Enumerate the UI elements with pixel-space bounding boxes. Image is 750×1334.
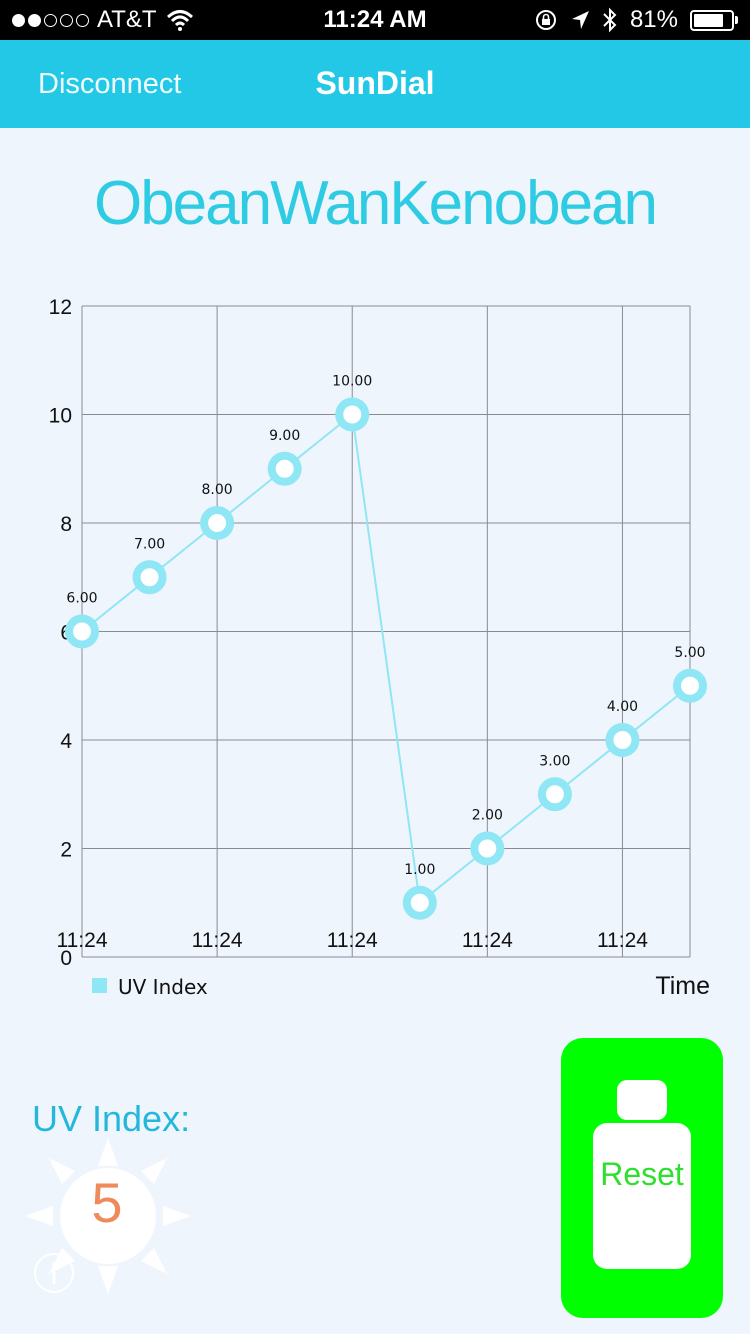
uv-index-label: UV Index:: [32, 1098, 191, 1139]
data-label: 7.00: [134, 536, 165, 552]
status-right: 81%: [534, 6, 738, 34]
data-point: [470, 831, 505, 866]
battery-icon: [690, 9, 738, 31]
location-arrow-icon: [571, 11, 589, 29]
data-label: 4.00: [607, 699, 638, 715]
data-label: 9.00: [269, 428, 300, 444]
bottle-cap: [617, 1080, 667, 1120]
status-left: AT&T: [12, 6, 193, 34]
y-tick-label: 8: [60, 513, 72, 536]
data-point: [537, 777, 572, 812]
signal-dot: [44, 13, 57, 27]
disconnect-button[interactable]: Disconnect: [38, 68, 182, 100]
carrier-label: AT&T: [97, 6, 157, 33]
legend-label: UV Index: [118, 975, 208, 999]
data-point: [335, 397, 370, 432]
uv-index-chart: 02468101211:2411:2411:2411:2411:246.007.…: [49, 296, 710, 1000]
rotation-lock-icon: [535, 10, 556, 30]
data-point: [65, 614, 99, 649]
sun-icon: [25, 1138, 191, 1294]
x-axis-title: Time: [655, 972, 710, 1000]
data-point: [673, 668, 707, 703]
y-tick-label: 2: [60, 839, 72, 862]
data-label: 2.00: [472, 808, 503, 824]
x-tick-label: 11:24: [462, 929, 513, 952]
y-tick-label: 12: [49, 296, 72, 319]
bluetooth-icon: [603, 7, 617, 33]
data-label: 8.00: [202, 482, 233, 498]
signal-dot: [60, 13, 73, 27]
data-label: 3.00: [539, 753, 570, 769]
data-point: [267, 451, 302, 486]
sunscreen-bottle-icon: [593, 1123, 691, 1269]
device-name: ObeanWanKenobean: [93, 169, 658, 238]
x-tick-label: 11:24: [57, 929, 108, 952]
data-label: 5.00: [674, 645, 705, 661]
x-tick-label: 11:24: [597, 929, 648, 952]
data-point: [200, 506, 235, 540]
y-tick-label: 4: [60, 730, 72, 753]
signal-dot: [76, 13, 89, 27]
signal-dot: [28, 13, 41, 27]
signal-icon: [12, 13, 89, 27]
series-line: [81, 412, 691, 905]
x-tick-label: 11:24: [192, 929, 243, 952]
data-label: 10.00: [332, 374, 372, 390]
status-bar: AT&T 11:24 AM 81%: [0, 0, 750, 40]
data-point: [132, 560, 167, 595]
uv-index-value: 5: [91, 1171, 123, 1234]
nav-bar: Disconnect SunDial: [0, 40, 750, 128]
x-tick-label: 11:24: [327, 929, 378, 952]
wifi-icon: [166, 10, 193, 31]
reset-label: Reset: [600, 1156, 684, 1192]
data-label: 1.00: [404, 862, 435, 878]
data-point: [605, 723, 640, 757]
y-tick-label: 10: [49, 405, 72, 428]
data-point: [402, 885, 437, 920]
reset-button[interactable]: Reset: [561, 1038, 723, 1318]
y-tick-label: 0: [60, 947, 72, 970]
data-label: 6.00: [66, 591, 97, 607]
info-icon[interactable]: [33, 1252, 75, 1294]
signal-dot: [12, 13, 25, 27]
battery-percent: 81%: [629, 6, 678, 33]
legend-swatch: [92, 978, 107, 993]
